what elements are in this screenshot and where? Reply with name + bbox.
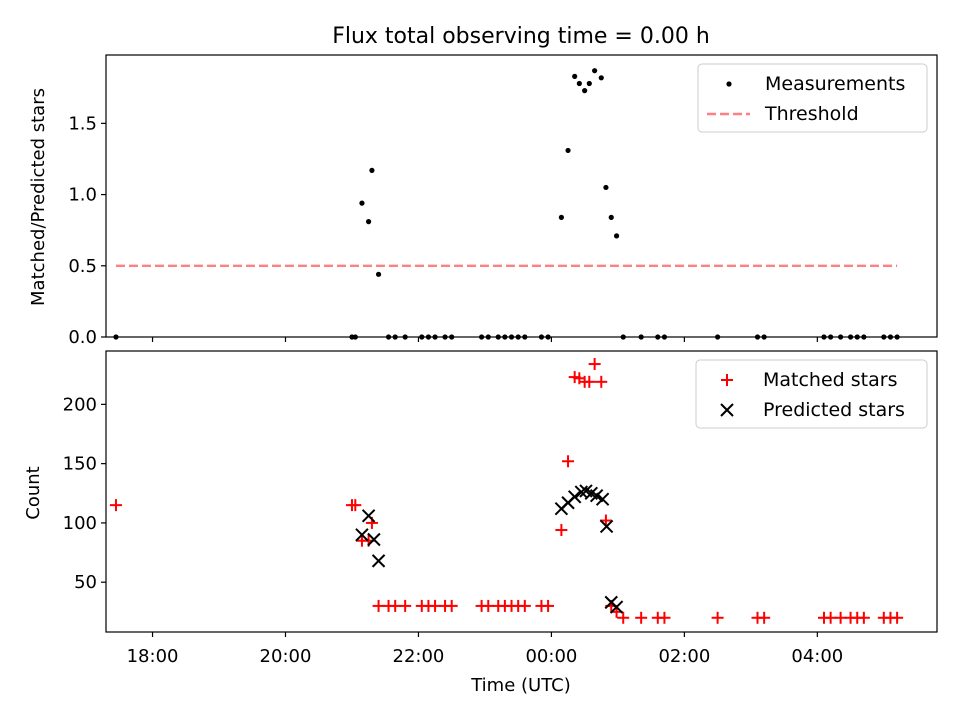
bottom-axes-frame bbox=[105, 350, 938, 633]
measurement-point bbox=[375, 271, 382, 277]
legend-matched-label: Matched stars bbox=[763, 369, 897, 391]
matched-star-point bbox=[588, 358, 601, 371]
bottom-xtick-label-0: 18:00 bbox=[127, 646, 179, 667]
bottom-xtick-label-4: 02:00 bbox=[658, 646, 710, 667]
measurement-point bbox=[369, 167, 375, 173]
top-ytick-label-3: 1.5 bbox=[68, 113, 97, 134]
predicted-star-point bbox=[595, 492, 610, 506]
matched-star-point bbox=[542, 599, 555, 612]
top-ylabel: Matched/Predicted stars bbox=[28, 88, 49, 306]
matched-star-point bbox=[562, 455, 575, 468]
predicted-star-point bbox=[367, 532, 381, 547]
measurement-point bbox=[592, 68, 598, 74]
matched-star-point bbox=[635, 611, 648, 624]
matched-star-point bbox=[518, 599, 531, 612]
legend-matched-marker bbox=[721, 374, 733, 386]
bottom-xtick-label-2: 22:00 bbox=[393, 646, 445, 667]
top-ytick-label-1: 0.5 bbox=[68, 256, 97, 277]
matched-star-point bbox=[857, 611, 870, 624]
count-points bbox=[109, 358, 904, 624]
predicted-star-point bbox=[599, 519, 614, 534]
matched-star-point bbox=[399, 599, 412, 612]
bottom-xtick-label-1: 20:00 bbox=[260, 646, 312, 667]
top-legend: Measurements Threshold bbox=[697, 63, 928, 133]
bottom-legend-box bbox=[695, 359, 928, 429]
legend-measurements-marker bbox=[726, 81, 732, 87]
bottom-ytick-label-0: 50 bbox=[74, 572, 97, 593]
predicted-star-point bbox=[567, 490, 582, 504]
bottom-axis-ticks: 18:00 20:00 22:00 00:00 02:00 04:00 50 100 150 20… bbox=[63, 394, 844, 667]
legend-measurements-label: Measurements bbox=[765, 73, 905, 95]
top-legend-box bbox=[697, 63, 928, 133]
bottom-ytick-label-1: 100 bbox=[63, 513, 97, 534]
bottom-panel: Count Time (UTC) 18:00 20:00 22:00 00:00 02:… bbox=[23, 350, 938, 696]
bottom-xtick-label-3: 00:00 bbox=[525, 646, 577, 667]
matched-star-point bbox=[658, 611, 671, 624]
predicted-star-point bbox=[355, 528, 369, 542]
bottom-ytick-label-2: 150 bbox=[63, 454, 97, 475]
top-axes-frame bbox=[105, 54, 938, 338]
predicted-star-point bbox=[361, 509, 376, 523]
measurement-point bbox=[565, 147, 571, 154]
legend-threshold-label: Threshold bbox=[764, 103, 859, 125]
measurement-point bbox=[365, 219, 372, 225]
measurement-point bbox=[576, 80, 582, 87]
legend-predicted-marker bbox=[720, 403, 734, 417]
measurement-point bbox=[598, 75, 604, 81]
bottom-xtick-label-5: 04:00 bbox=[791, 646, 843, 667]
matched-star-point bbox=[583, 375, 596, 388]
predicted-star-point bbox=[609, 600, 624, 614]
measurement-point bbox=[613, 233, 620, 239]
predicted-star-point bbox=[371, 554, 386, 568]
bottom-ytick-label-3: 200 bbox=[63, 394, 97, 415]
top-ytick-label-0: 0.0 bbox=[68, 327, 97, 348]
matched-star-point bbox=[711, 611, 724, 624]
measurement-point bbox=[359, 200, 365, 206]
matched-star-point bbox=[891, 611, 904, 624]
bottom-legend: Matched stars Predicted stars bbox=[695, 359, 928, 429]
predicted-star-point bbox=[589, 488, 604, 503]
top-panel: Flux total observing time = 0.00 h Match… bbox=[28, 24, 938, 348]
bottom-xlabel: Time (UTC) bbox=[470, 675, 571, 696]
matched-star-point bbox=[617, 611, 630, 624]
measurement-point bbox=[582, 88, 588, 94]
matched-star-point bbox=[595, 375, 608, 388]
measurement-point bbox=[572, 73, 578, 79]
legend-predicted-label: Predicted stars bbox=[763, 399, 905, 421]
matched-star-point bbox=[349, 499, 362, 512]
measurement-point bbox=[558, 214, 564, 220]
top-title: Flux total observing time = 0.00 h bbox=[332, 24, 710, 49]
top-axis-ticks: 0.0 0.5 1.0 1.5 bbox=[68, 113, 818, 348]
measurement-point bbox=[608, 214, 614, 220]
matched-star-point bbox=[109, 499, 122, 512]
bottom-ylabel: Count bbox=[23, 466, 44, 519]
matched-star-point bbox=[445, 599, 458, 612]
matched-star-point bbox=[555, 524, 568, 537]
matched-star-point bbox=[758, 611, 771, 624]
measurement-point bbox=[603, 184, 609, 191]
top-ytick-label-2: 1.0 bbox=[68, 185, 97, 206]
measurement-point bbox=[586, 80, 592, 87]
